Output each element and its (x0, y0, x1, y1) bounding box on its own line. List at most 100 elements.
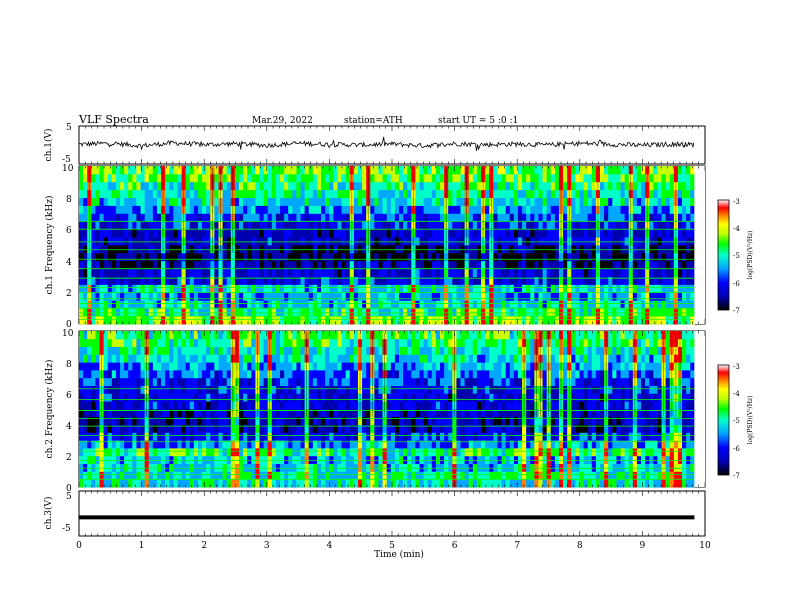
spectrogram-cell (575, 268, 580, 277)
spectrogram-cell (312, 424, 318, 433)
spectrogram-cell (522, 173, 527, 183)
spectrogram-cell (513, 308, 519, 317)
spectrogram-cell (181, 331, 187, 340)
spectrogram-cell (267, 479, 273, 488)
spectrogram-cell (641, 268, 646, 277)
spectrogram-cell (259, 245, 265, 254)
spectrogram-cell (427, 260, 433, 270)
spectrogram-cell (152, 448, 158, 457)
spectrogram-cell (353, 173, 359, 183)
spectrogram-cell (362, 197, 367, 206)
spectrogram-cell (243, 409, 248, 418)
spectrogram-cell (468, 268, 474, 277)
spectrogram-cell (427, 316, 433, 325)
spectrogram-cell (136, 354, 141, 363)
spectrogram-cell (292, 308, 297, 317)
spectrogram-cell (485, 166, 490, 175)
spectrogram-cell (394, 205, 400, 214)
spectrogram-cell (234, 416, 240, 425)
spectrogram-cell (234, 173, 240, 183)
spectrogram-cell (476, 268, 482, 277)
spectrogram-cell (251, 308, 256, 317)
spectrogram-column (173, 331, 178, 488)
spectrogram-cell (136, 252, 141, 262)
spectrogram-cell (501, 300, 507, 309)
spectrogram-cell (234, 316, 240, 325)
spectrogram-column (79, 166, 84, 325)
spectrogram-cell (329, 260, 334, 270)
spectrogram-cell (161, 440, 166, 449)
spectrogram-cell (608, 173, 613, 183)
spectrogram-cell (612, 300, 617, 309)
spectrogram-cell (501, 252, 507, 262)
spectrogram-cell (493, 173, 498, 183)
spectrogram-cell (271, 424, 277, 433)
spectrogram-cell (505, 245, 511, 254)
spectrogram-cell (103, 181, 109, 191)
spectrogram-cell (312, 300, 318, 309)
spectrogram-cell (140, 300, 146, 309)
spectrogram-cell (411, 292, 416, 301)
spectrogram-cell (202, 284, 207, 293)
spectrogram-cell (193, 276, 199, 285)
spectrogram-cell (661, 316, 667, 325)
spectrogram-cell (222, 252, 228, 262)
spectrogram-cell (501, 197, 507, 206)
spectrogram-cell (415, 221, 420, 230)
spectrogram-cell (353, 205, 359, 214)
spectrogram-cell (407, 276, 412, 285)
spectrogram-cell (185, 346, 191, 355)
spectrogram-cell (333, 284, 338, 293)
spectrogram-cell (575, 292, 580, 301)
spectrogram-cell (579, 166, 584, 175)
spectrogram-cell (325, 181, 330, 191)
spectrogram-cell (472, 252, 478, 262)
spectrogram-cell (341, 448, 347, 457)
spectrogram-cell (337, 432, 342, 441)
spectrogram-cell (690, 205, 695, 214)
spectrogram-cell (169, 409, 174, 418)
spectrogram-cell (136, 401, 141, 410)
spectrogram-cell (91, 221, 96, 230)
spectrogram-cell (128, 213, 133, 222)
spectrogram-cell (238, 237, 244, 246)
spectrogram-cell (558, 268, 564, 277)
spectrogram-cell (312, 432, 318, 441)
spectrogram-cell (115, 213, 121, 222)
spectrogram-cell (600, 166, 605, 175)
spectrogram-column (263, 331, 269, 488)
spectrogram-column (202, 166, 207, 325)
spectrogram-cell (296, 362, 301, 371)
spectrogram-cell (91, 308, 96, 317)
spectrogram-cell (173, 331, 178, 340)
spectrogram-cell (325, 205, 330, 214)
spectrogram-cell (616, 221, 621, 230)
spectrogram-cell (300, 260, 306, 270)
spectrogram-cell (608, 189, 613, 198)
spectrogram-cell (431, 316, 437, 325)
spectrogram-cell (542, 189, 548, 198)
spectrogram-cell (390, 276, 396, 285)
spectrogram-cell (132, 268, 137, 277)
spectrogram-cell (411, 308, 416, 317)
spectrogram-cell (304, 205, 310, 214)
spectrogram-cell (345, 409, 351, 418)
spectrogram-cell (321, 416, 326, 425)
spectrogram-cell (374, 237, 379, 246)
spectrogram-column (234, 166, 240, 325)
spectrogram-cell (181, 440, 187, 449)
spectrogram-cell (169, 276, 174, 285)
spectrogram-cell (530, 213, 535, 222)
spectrogram-cell (222, 416, 228, 425)
spectrogram-cell (292, 237, 297, 246)
spectrogram-cell (394, 173, 400, 183)
spectrogram-cell (600, 276, 605, 285)
spectrogram-cell (99, 448, 105, 457)
spectrogram-column (99, 166, 105, 325)
spectrogram-cell (148, 393, 154, 402)
spectrogram-cell (661, 308, 667, 317)
spectrogram-cell (333, 300, 338, 309)
spectrogram-cell (546, 268, 552, 277)
spectrogram-cell (95, 189, 100, 198)
spectrogram-cell (620, 268, 626, 277)
